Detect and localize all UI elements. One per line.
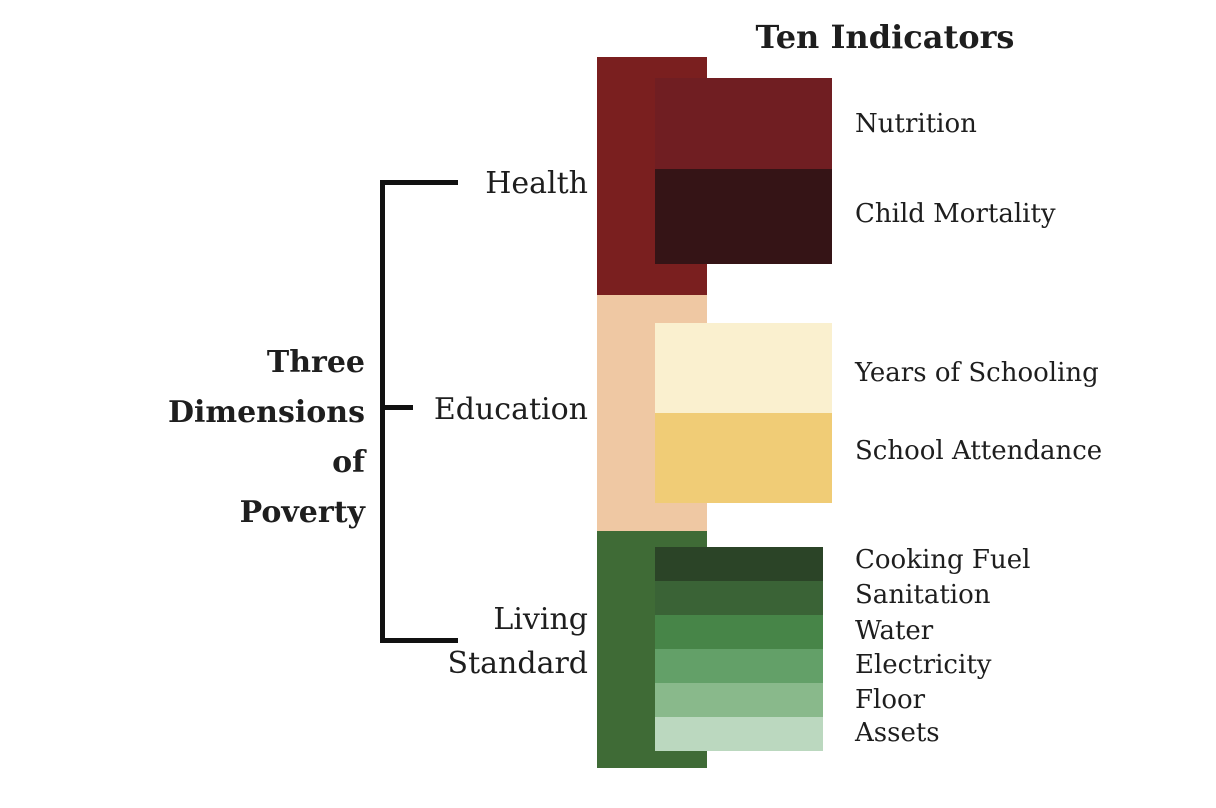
indicator-block-years-of-schooling: [655, 323, 832, 413]
indicator-block-floor: [655, 683, 823, 717]
diagram-title: Ten Indicators: [755, 18, 1015, 56]
dimension-label-line: Standard: [447, 646, 588, 681]
indicator-block-child-mortality: [655, 169, 832, 264]
indicator-block-cooking-fuel: [655, 547, 823, 581]
indicator-label-nutrition: Nutrition: [855, 109, 977, 139]
dimension-label-line: Living: [493, 602, 588, 637]
root-label-line: Three: [266, 345, 365, 380]
indicator-block-water: [655, 615, 823, 649]
indicator-block-nutrition: [655, 78, 832, 169]
indicator-label-child-mortality: Child Mortality: [855, 199, 1056, 229]
root-label-line: Dimensions: [167, 395, 365, 430]
indicator-block-sanitation: [655, 581, 823, 615]
root-label-line: of: [332, 445, 365, 480]
bracket-middle-arm: [385, 405, 413, 410]
indicator-block-school-attendance: [655, 413, 832, 503]
indicator-label-floor: Floor: [855, 685, 926, 715]
indicator-label-electricity: Electricity: [855, 650, 992, 680]
root-label: Three Dimensions of Poverty: [120, 338, 365, 538]
indicator-label-cooking-fuel: Cooking Fuel: [855, 545, 1031, 575]
indicator-label-school-attendance: School Attendance: [855, 436, 1103, 466]
root-label-line: Poverty: [239, 495, 365, 530]
bracket-vertical-line: [380, 180, 385, 643]
indicator-label-assets: Assets: [855, 718, 940, 748]
bracket-bottom-arm: [380, 638, 458, 643]
indicator-label-water: Water: [855, 616, 934, 646]
dimension-label-health: Health: [485, 166, 588, 201]
dimension-label-education: Education: [433, 392, 588, 427]
bracket-top-arm: [380, 180, 458, 185]
indicator-label-sanitation: Sanitation: [855, 580, 991, 610]
indicator-block-assets: [655, 717, 823, 751]
dimension-label-living-standard: Living Standard: [400, 598, 588, 686]
indicator-label-years-of-schooling: Years of Schooling: [855, 358, 1099, 388]
indicator-block-electricity: [655, 649, 823, 683]
